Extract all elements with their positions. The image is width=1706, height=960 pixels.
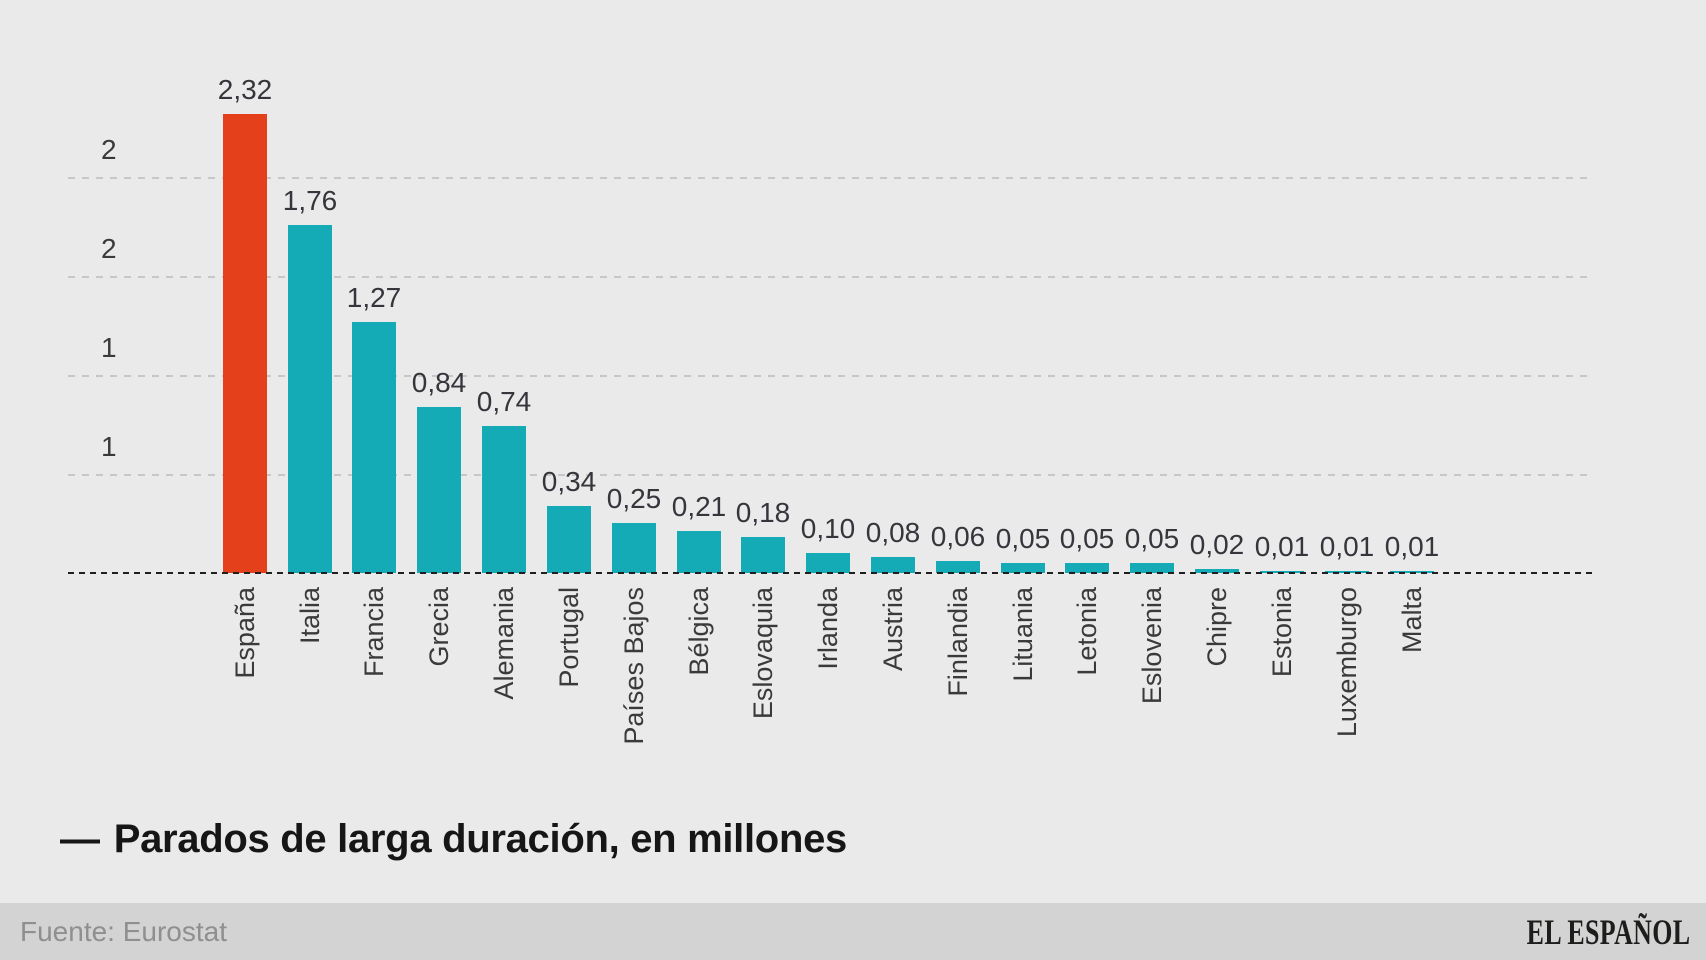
x-axis-label-países-bajos: Países Bajos bbox=[619, 587, 649, 745]
publisher-logo: EL ESPAÑOL bbox=[1526, 911, 1690, 952]
legend-label: Parados de larga duración, en millones bbox=[113, 817, 848, 861]
bar-eslovenia bbox=[1130, 563, 1174, 573]
x-axis-label-lituania: Lituania bbox=[1008, 587, 1038, 682]
bar-value-label: 0,21 bbox=[671, 491, 727, 522]
bar-portugal bbox=[547, 506, 591, 573]
bar-value-label: 0,05 bbox=[1059, 523, 1115, 554]
bar-value-label: 0,05 bbox=[1124, 523, 1180, 554]
bar-value-label: 0,06 bbox=[930, 521, 986, 552]
x-axis-label-austria: Austria bbox=[878, 587, 908, 672]
x-axis-label-eslovaquia: Eslovaquia bbox=[748, 587, 778, 720]
y-tick-label: 2 bbox=[101, 233, 117, 264]
bar-lituania bbox=[1001, 563, 1045, 573]
bar-francia bbox=[352, 322, 396, 573]
bar-españa bbox=[223, 114, 267, 573]
y-tick-label: 1 bbox=[101, 332, 117, 363]
x-axis-baseline bbox=[68, 572, 1592, 574]
bar-value-label: 1,76 bbox=[282, 185, 338, 216]
x-axis-label-estonia: Estonia bbox=[1267, 587, 1297, 678]
grid-line bbox=[68, 474, 1592, 476]
bar-value-label: 0,18 bbox=[735, 497, 791, 528]
x-axis-label-italia: Italia bbox=[295, 587, 325, 645]
x-axis-label-letonia: Letonia bbox=[1072, 587, 1102, 676]
grid-line bbox=[68, 177, 1592, 179]
y-tick-label: 2 bbox=[101, 134, 117, 165]
x-axis-label-luxemburgo: Luxemburgo bbox=[1332, 587, 1362, 738]
x-axis-label-bélgica: Bélgica bbox=[684, 587, 714, 676]
grid-line bbox=[68, 375, 1592, 377]
bar-alemania bbox=[482, 426, 526, 573]
bar-value-label: 0,01 bbox=[1384, 531, 1440, 562]
x-axis-label-portugal: Portugal bbox=[554, 587, 584, 688]
chart-legend: — Parados de larga duración, en millones bbox=[60, 816, 847, 862]
bar-value-label: 0,34 bbox=[541, 466, 597, 497]
bar-value-label: 0,01 bbox=[1319, 531, 1375, 562]
x-axis-label-finlandia: Finlandia bbox=[943, 587, 973, 697]
x-axis-label-eslovenia: Eslovenia bbox=[1137, 587, 1167, 705]
bar-italia bbox=[288, 225, 332, 573]
bar-value-label: 0,84 bbox=[411, 367, 467, 398]
bar-value-label: 2,32 bbox=[217, 74, 273, 105]
bar-value-label: 1,27 bbox=[346, 282, 402, 313]
source-text: Fuente: Eurostat bbox=[20, 915, 228, 947]
x-axis-label-irlanda: Irlanda bbox=[813, 587, 843, 670]
bar-value-label: 0,05 bbox=[995, 523, 1051, 554]
x-axis-label-francia: Francia bbox=[359, 587, 389, 678]
bar-letonia bbox=[1065, 563, 1109, 573]
y-tick-label: 1 bbox=[101, 431, 117, 462]
legend-marker: — bbox=[60, 817, 100, 861]
x-axis-label-chipre: Chipre bbox=[1202, 587, 1232, 667]
bar-irlanda bbox=[806, 553, 850, 573]
bar-grecia bbox=[417, 407, 461, 573]
bar-eslovaquia bbox=[741, 537, 785, 573]
bar-value-label: 0,08 bbox=[865, 517, 921, 548]
footer-bar: Fuente: Eurostat EL ESPAÑOL bbox=[0, 903, 1706, 960]
bar-chipre bbox=[1195, 569, 1239, 573]
bar-value-label: 0,02 bbox=[1189, 529, 1245, 560]
grid-line bbox=[68, 276, 1592, 278]
bar-bélgica bbox=[677, 531, 721, 573]
x-axis-label-españa: España bbox=[230, 587, 260, 679]
x-axis-label-malta: Malta bbox=[1397, 587, 1427, 654]
bar-value-label: 0,74 bbox=[476, 386, 532, 417]
x-axis-label-alemania: Alemania bbox=[489, 587, 519, 700]
bar-value-label: 0,01 bbox=[1254, 531, 1310, 562]
bar-value-label: 0,10 bbox=[800, 513, 856, 544]
bar-países-bajos bbox=[612, 523, 656, 573]
bar-finlandia bbox=[936, 561, 980, 573]
x-axis-label-grecia: Grecia bbox=[424, 587, 454, 667]
bar-value-label: 0,25 bbox=[606, 483, 662, 514]
bar-austria bbox=[871, 557, 915, 573]
